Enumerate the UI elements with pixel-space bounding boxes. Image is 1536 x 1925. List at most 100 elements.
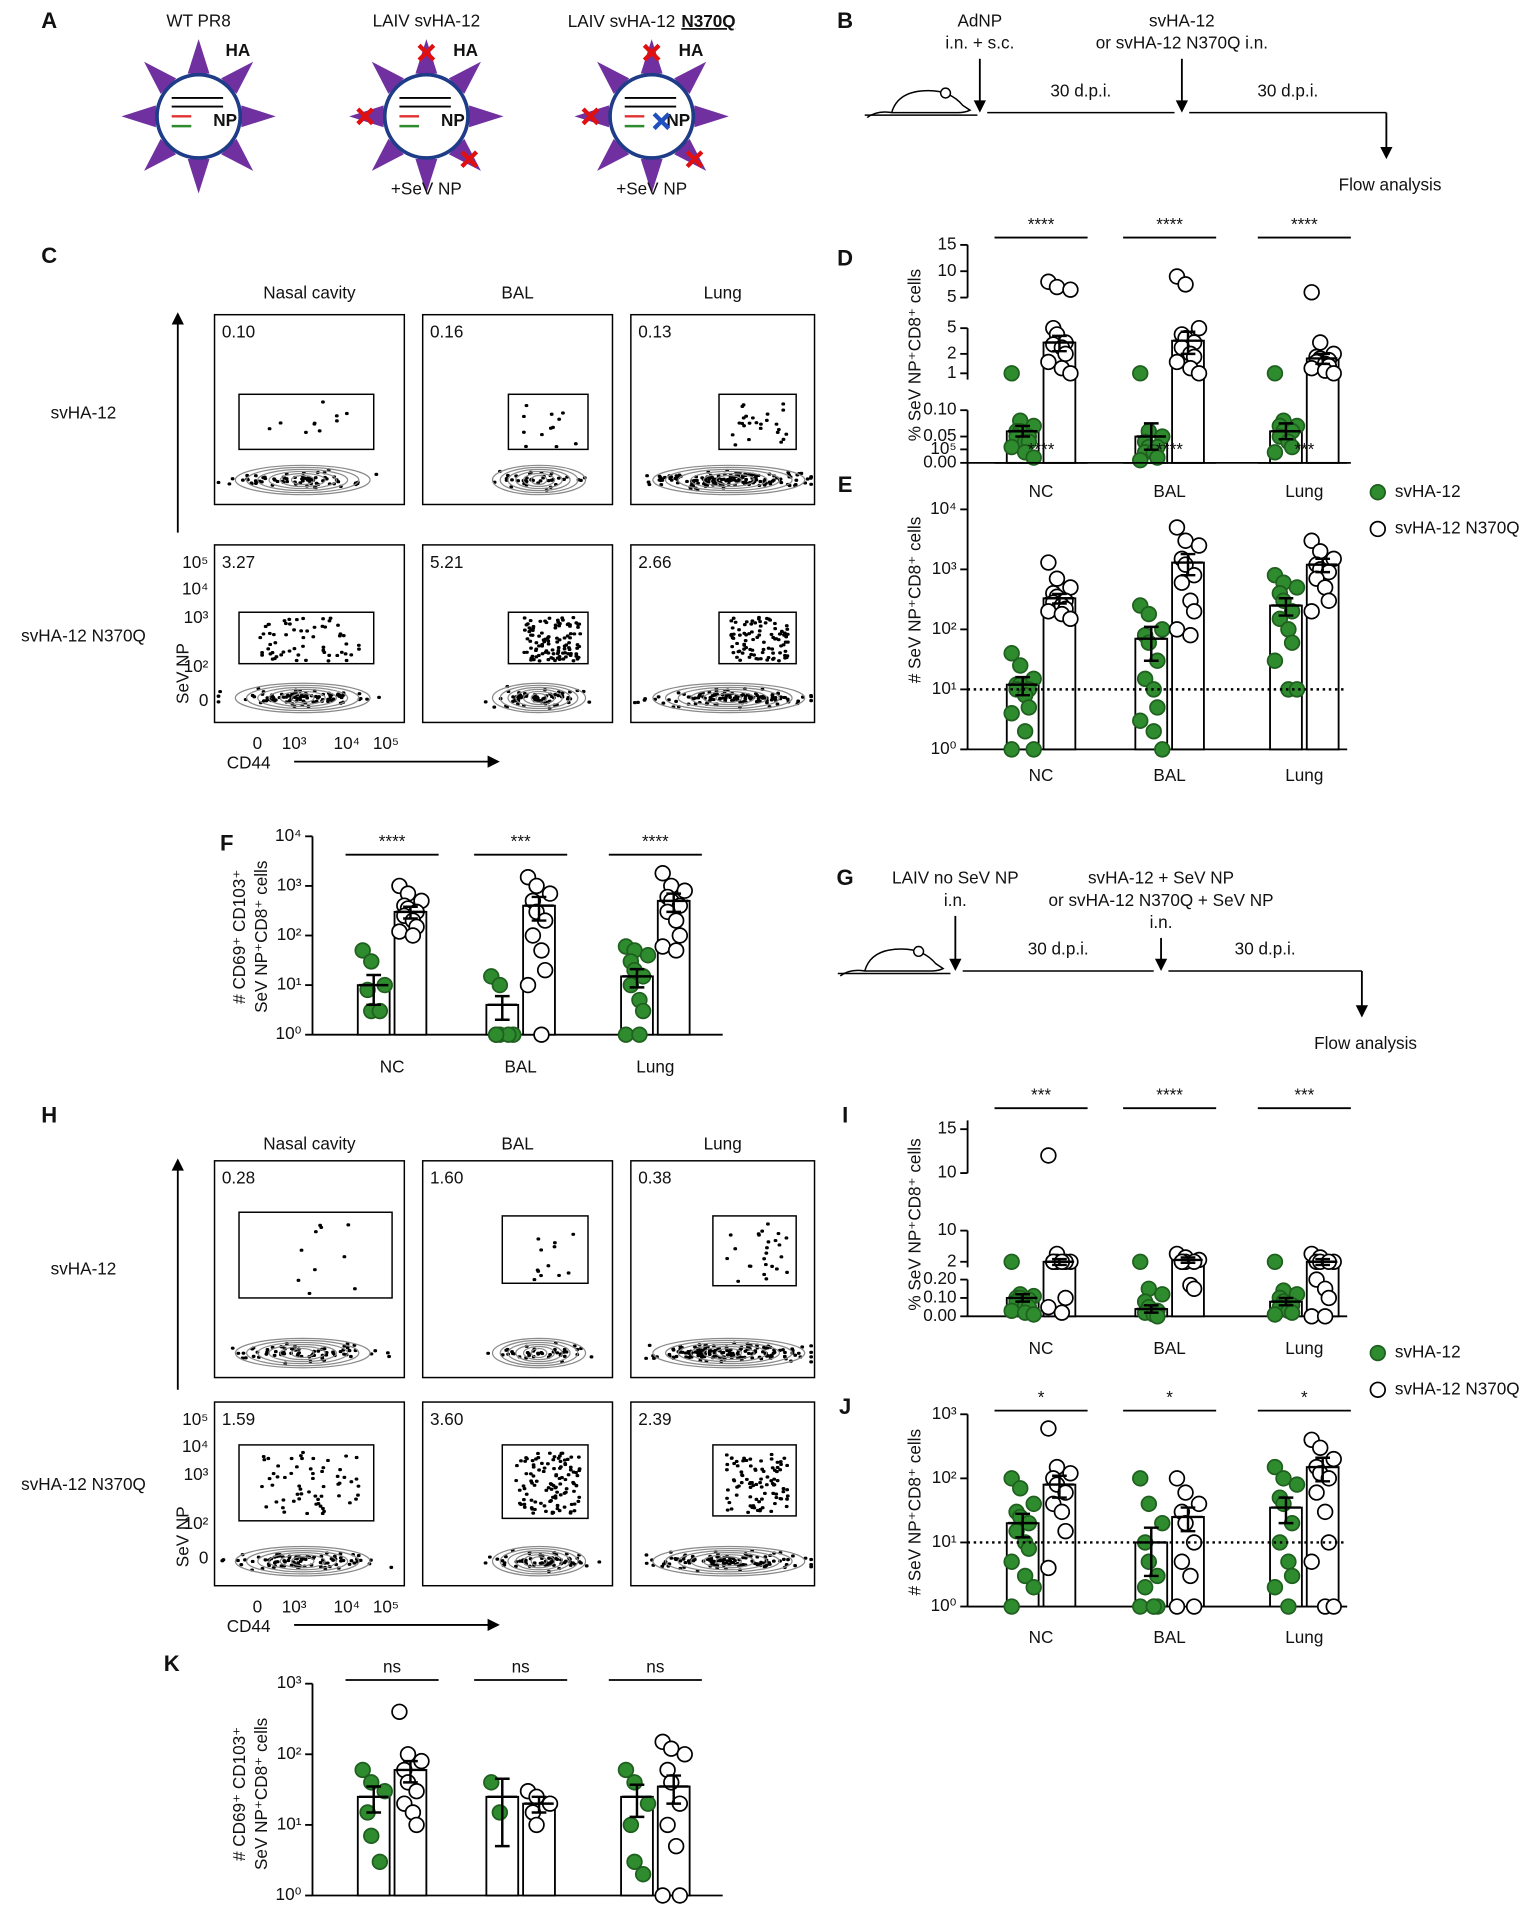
data-point: [1177, 276, 1194, 293]
y-tick-label: 10⁰: [276, 1884, 302, 1904]
data-point: [617, 1761, 635, 1779]
error-bar: [1136, 625, 1166, 662]
data-point: [491, 1804, 509, 1821]
gate: [238, 1444, 375, 1522]
data-point: [1149, 699, 1166, 716]
error-bar: [622, 967, 652, 989]
error-bar: [1008, 1512, 1038, 1539]
arrow-head: [1380, 146, 1393, 160]
data-point: [363, 1827, 380, 1845]
y-tick-label: 10¹: [277, 974, 302, 994]
x-tick-label: Lung: [1285, 765, 1323, 785]
error-bar: [659, 1774, 689, 1805]
data-point: [1012, 1480, 1029, 1497]
flow-contour: [515, 1343, 563, 1363]
column-title: Nasal cavity: [263, 1133, 356, 1153]
virion: [155, 72, 243, 160]
data-point: [536, 961, 554, 979]
row-label: svHA-12 N370Q: [21, 625, 146, 645]
interval-label: 30 d.p.i.: [1050, 80, 1111, 100]
arrow-head: [1355, 1005, 1368, 1018]
data-point: [1190, 319, 1208, 337]
data-point: [1025, 1306, 1042, 1323]
data-point: [1190, 365, 1208, 382]
significance-label: *: [1301, 1387, 1308, 1407]
flow-contour: [664, 684, 793, 712]
data-point: [1316, 1308, 1334, 1325]
data-point: [639, 947, 657, 964]
flow-events: [632, 615, 814, 710]
x-tick-label: BAL: [1153, 1338, 1185, 1358]
y-tick-label: 0.20: [923, 1268, 956, 1288]
arrow-head: [487, 755, 500, 768]
error-bar: [524, 1795, 554, 1814]
panel-letter: K: [164, 1651, 180, 1676]
y-axis-label: # SeV NP⁺CD8⁺ cells: [905, 1429, 925, 1596]
x-tick-label: 10⁵: [373, 733, 399, 753]
y-tick-label: 10: [938, 1219, 957, 1239]
ha-spike: [640, 159, 663, 194]
y-tick-label: 10⁰: [931, 1595, 957, 1615]
error-bar: [1044, 334, 1075, 353]
data-point: [1303, 284, 1320, 301]
data-point: [1062, 610, 1079, 628]
flow-contour: [245, 1547, 360, 1575]
y-axis-label: SeV NP⁺CD8⁺ cells: [251, 861, 271, 1013]
data-point: [1016, 723, 1034, 740]
flow-contour: [715, 474, 743, 486]
data-point: [1288, 681, 1306, 698]
legend-marker: [1369, 1381, 1386, 1398]
ha-label: HA: [453, 40, 478, 60]
ha-spike: [187, 159, 210, 194]
x-tick-label: 0: [253, 1596, 263, 1616]
error-bar: [487, 1777, 517, 1848]
gate-percentage: 3.60: [430, 1409, 463, 1429]
step-label: or svHA-12 N370Q i.n.: [1096, 33, 1268, 53]
data-point: [1040, 1298, 1057, 1316]
data-point: [1185, 603, 1203, 620]
y-axis-label: # SeV NP⁺CD8⁺ cells: [905, 517, 925, 684]
data-point: [1132, 712, 1149, 729]
y-tick-label: 2: [947, 1250, 957, 1270]
flow-contour: [290, 474, 315, 486]
y-axis-label: # CD69⁺ CD103⁺: [229, 870, 249, 1004]
y-tick-label: 10⁵: [930, 438, 956, 458]
step-label: LAIV no SeV NP: [892, 868, 1019, 888]
flow-contour: [715, 692, 743, 704]
data-point: [1154, 621, 1171, 638]
data-point: [667, 912, 685, 929]
gate: [238, 1211, 393, 1299]
data-point: [676, 882, 693, 899]
data-point: [1266, 1458, 1284, 1476]
gate: [238, 393, 375, 451]
flow-contour: [257, 1550, 349, 1573]
virus-title-text: LAIV svHA-12: [568, 11, 676, 31]
data-point: [1168, 353, 1186, 371]
data-point: [1312, 543, 1329, 560]
flow-events: [220, 1450, 394, 1572]
gate-percentage: 1.59: [222, 1409, 255, 1429]
y-tick-label: 0.10: [923, 1286, 956, 1306]
error-bar: [1173, 330, 1203, 356]
significance-label: ***: [511, 831, 531, 851]
flow-contour: [515, 688, 563, 708]
flow-contour: [491, 464, 587, 496]
data-point: [1303, 603, 1320, 620]
legend-label: svHA-12: [1395, 481, 1461, 501]
error-bar: [1271, 597, 1301, 617]
y-tick-label: 10: [938, 260, 957, 280]
x-axis-label: CD44: [227, 753, 271, 773]
data-point: [1003, 438, 1020, 456]
error-bar: [524, 895, 554, 922]
y-tick-label: 10³: [932, 558, 957, 578]
data-point: [1136, 670, 1154, 688]
data-point: [1325, 1450, 1342, 1468]
data-point: [1040, 554, 1057, 571]
arrow-head: [1175, 100, 1188, 113]
significance-label: ns: [383, 1656, 401, 1676]
error-bar: [487, 994, 517, 1021]
data-point: [1325, 365, 1342, 382]
data-point: [408, 1816, 425, 1834]
data-point: [1185, 1598, 1203, 1615]
data-point: [1040, 603, 1057, 620]
